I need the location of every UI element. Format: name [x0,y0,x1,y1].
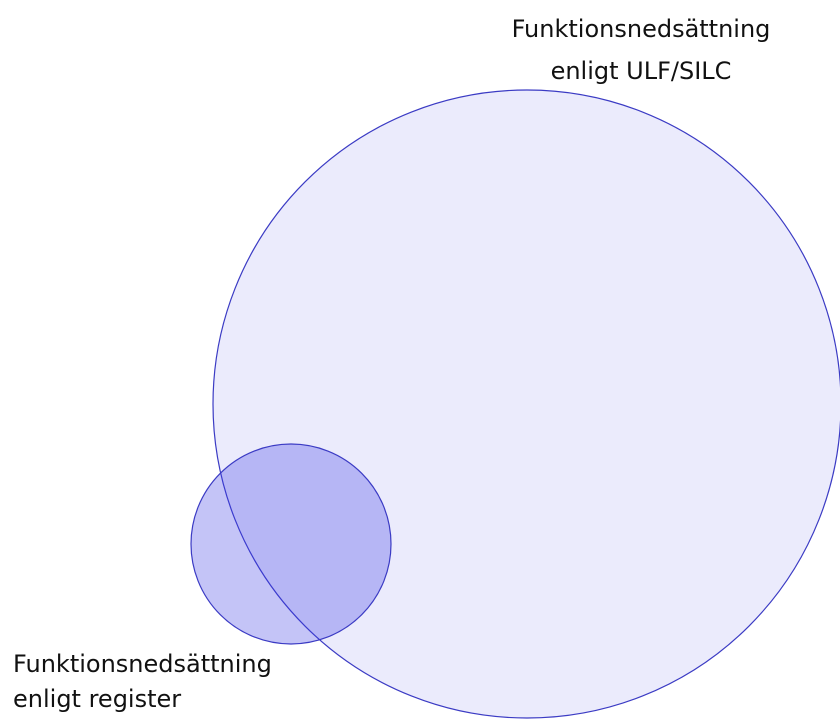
set-label: Funktionsnedsättning [512,15,771,43]
set-label: Funktionsnedsättning [13,650,272,678]
set-circle-register [190,443,392,645]
set-label: enligt ULF/SILC [551,57,732,85]
set-label: enligt register [13,685,181,713]
set-circle-ulf [212,89,840,719]
